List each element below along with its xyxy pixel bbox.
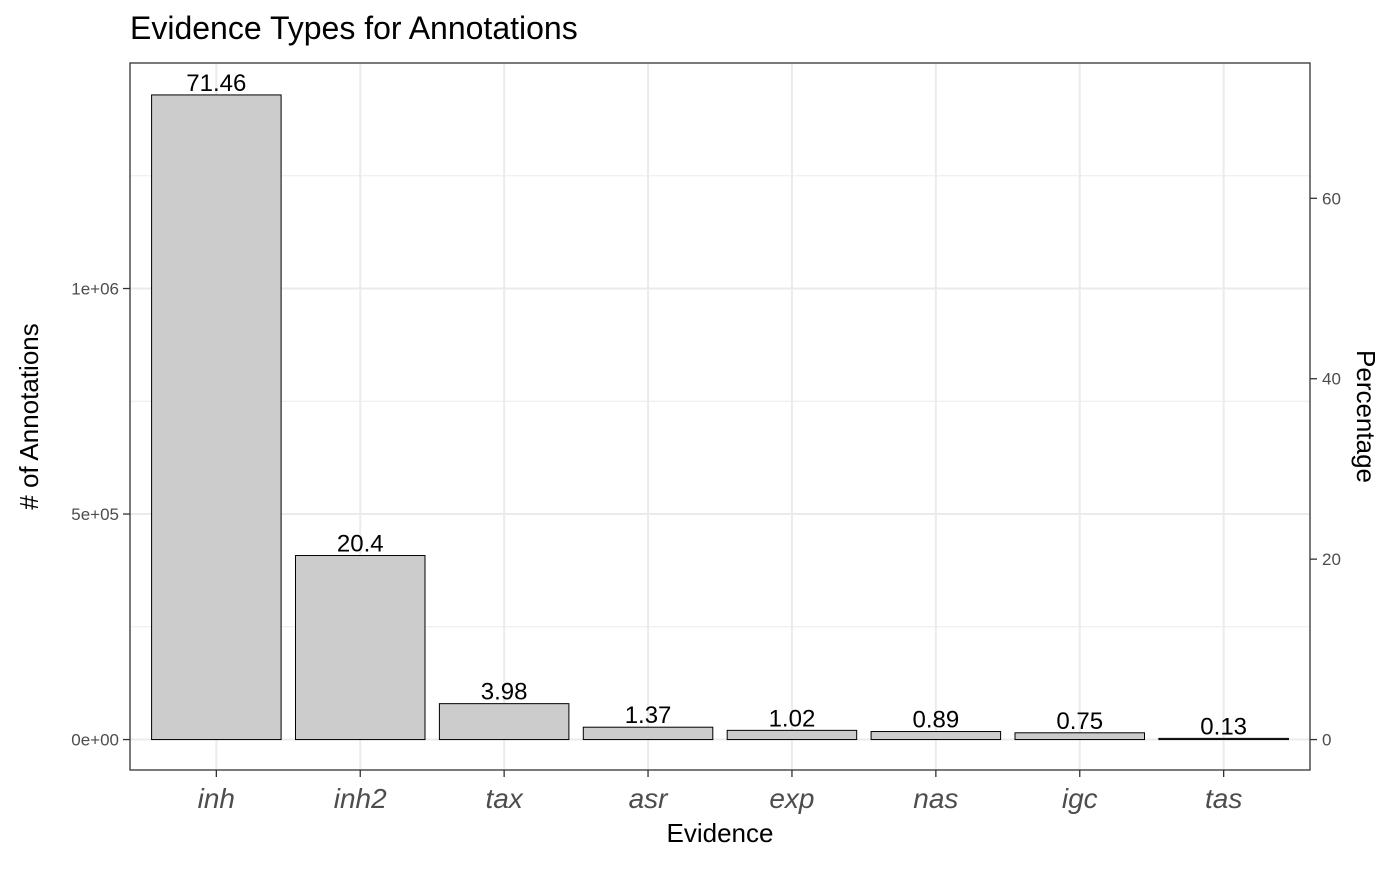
x-tick-label: tas xyxy=(1205,783,1242,814)
bar xyxy=(726,729,858,741)
data-label: 0.13 xyxy=(1200,713,1247,740)
y2-axis-title: Percentage xyxy=(1351,350,1381,483)
grid-layer xyxy=(130,63,1310,770)
x-tick-label: asr xyxy=(629,783,670,814)
y-tick-label: 1e+06 xyxy=(71,280,119,299)
panel-border xyxy=(129,62,1311,771)
bar xyxy=(438,703,570,741)
bar xyxy=(582,726,714,741)
bar xyxy=(870,731,1002,741)
chart-title: Evidence Types for Annotations xyxy=(130,10,578,46)
y2-tick-label: 40 xyxy=(1322,370,1341,389)
bar xyxy=(151,94,282,741)
y-axis-title: # of Annotations xyxy=(14,323,44,509)
data-label: 71.46 xyxy=(186,70,246,97)
y-tick-label: 5e+05 xyxy=(71,505,119,524)
data-label: 20.4 xyxy=(337,531,384,558)
bar xyxy=(1014,732,1146,741)
data-label: 1.37 xyxy=(625,702,672,729)
x-tick-label: tax xyxy=(485,783,523,814)
x-tick-label: inh2 xyxy=(334,783,387,814)
bar xyxy=(1158,737,1289,741)
data-label: 1.02 xyxy=(769,705,816,732)
y2-tick-label: 60 xyxy=(1322,189,1341,208)
y2-tick-label: 20 xyxy=(1322,550,1341,569)
axis-layer: 0e+00 5e+05 1e+06 0 20 40 60 inh inh2 tax asr exp na… xyxy=(71,189,1341,814)
data-label: 0.89 xyxy=(912,707,959,734)
data-label-layer: 71.46 20.4 3.98 1.37 1.02 0.89 0.75 0.13 xyxy=(186,70,1247,740)
x-tick-label: inh xyxy=(198,783,235,814)
x-tick-label: igc xyxy=(1062,783,1098,814)
bar xyxy=(294,555,426,741)
x-tick-label: nas xyxy=(913,783,958,814)
y2-tick-label: 0 xyxy=(1322,731,1331,750)
data-label: 0.75 xyxy=(1056,708,1103,735)
x-tick-label: exp xyxy=(769,783,814,814)
y-tick-label: 0e+00 xyxy=(71,731,119,750)
x-axis-title: Evidence xyxy=(667,818,774,848)
data-label: 3.98 xyxy=(481,679,528,706)
bar-layer xyxy=(151,94,1289,741)
